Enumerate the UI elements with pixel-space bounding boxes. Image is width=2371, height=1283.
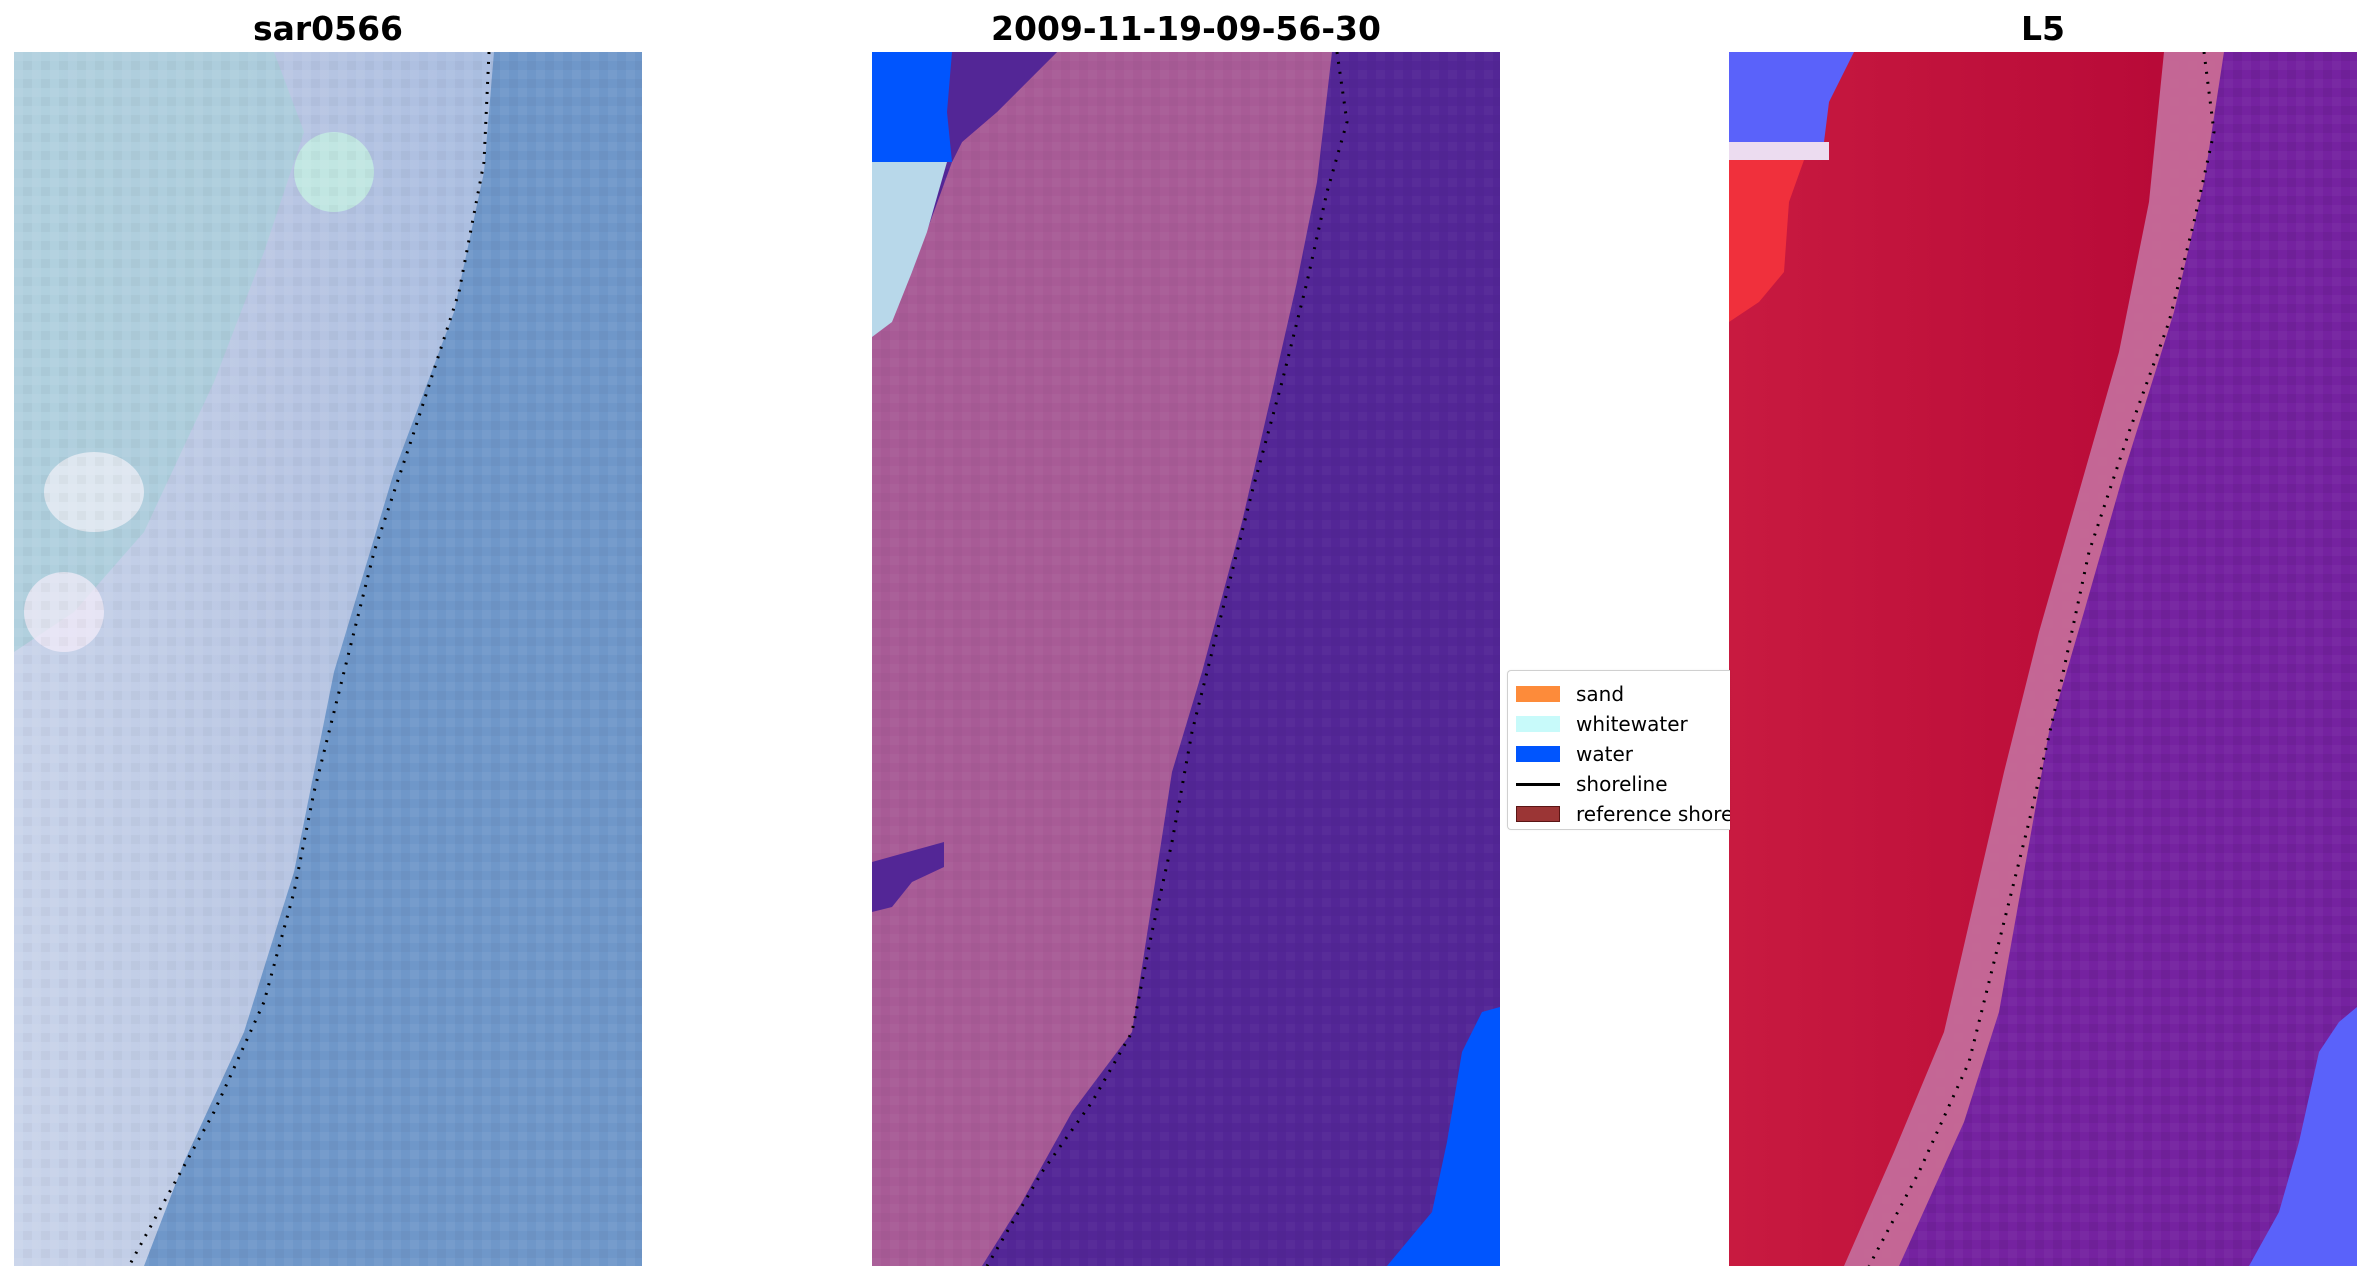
- legend-label: whitewater: [1576, 712, 1688, 736]
- legend-label: water: [1576, 742, 1633, 766]
- legend-label: sand: [1576, 682, 1625, 706]
- rgb-image-panel: [14, 52, 642, 1266]
- legend-label: shoreline: [1576, 772, 1668, 796]
- classified-image-panel: [872, 52, 1500, 1266]
- legend-item-reference-shoreline: reference shoreline: [1516, 801, 1730, 827]
- water-index-area-bottom: [2249, 1007, 2357, 1266]
- water-index-area-top: [1729, 52, 1854, 142]
- land-index-area: [1729, 52, 2164, 1266]
- legend-item-shoreline: shoreline: [1516, 771, 1668, 797]
- legend-item-whitewater: whitewater: [1516, 711, 1688, 737]
- legend-item-sand: sand: [1516, 681, 1624, 707]
- reference-shoreline-swatch: [1516, 806, 1560, 822]
- shoreline-line-swatch: [1516, 782, 1560, 786]
- index-image-panel: [1729, 52, 2357, 1266]
- water-class-area-bottom: [1387, 1007, 1500, 1266]
- panel-title-index: L5: [2021, 9, 2065, 48]
- legend-item-water: water: [1516, 741, 1633, 767]
- classified-image: [872, 52, 1500, 1266]
- panel-title-rgb: sar0566: [252, 9, 404, 48]
- legend-label: reference shoreline: [1576, 802, 1730, 826]
- sea-patch-left: [872, 842, 944, 912]
- sand-swatch: [1516, 686, 1560, 702]
- panel-title-classification: 2009-11-19-09-56-30: [991, 9, 1381, 48]
- whitewater-class-area: [872, 162, 947, 337]
- rgb-image: [14, 52, 642, 1266]
- whitewater-swatch: [1516, 716, 1560, 732]
- legend: sand whitewater water shoreline referenc…: [1507, 670, 1730, 830]
- purple-patch: [947, 52, 1057, 162]
- water-swatch: [1516, 746, 1560, 762]
- shoreline-line: [127, 52, 491, 1266]
- shoreline-line: [1867, 52, 2216, 1266]
- index-image: [1729, 52, 2357, 1266]
